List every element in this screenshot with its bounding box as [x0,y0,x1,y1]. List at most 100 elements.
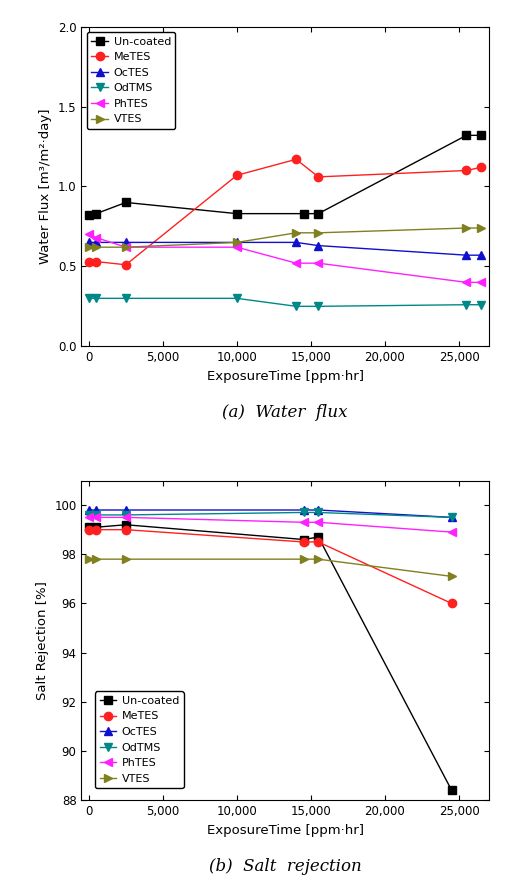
Line: VTES: VTES [84,224,486,252]
VTES [123,554,129,565]
OdTMS [86,509,92,520]
MeTES [315,537,321,548]
OdTMS [93,509,99,520]
MeTES [93,256,99,267]
VTES [315,228,321,238]
PhTES [93,232,99,243]
Line: MeTES: MeTES [84,156,486,269]
VTES [315,554,321,565]
OdTMS [315,507,321,517]
MeTES [448,598,455,609]
Legend: Un-coated, MeTES, OcTES, OdTMS, PhTES, VTES: Un-coated, MeTES, OcTES, OdTMS, PhTES, V… [95,692,184,789]
PhTES [123,512,129,523]
VTES [123,242,129,252]
OcTES [478,250,484,260]
X-axis label: ExposureTime [ppm·hr]: ExposureTime [ppm·hr] [207,370,363,382]
Un-coated [448,785,455,796]
OcTES [93,237,99,248]
OcTES [123,505,129,516]
X-axis label: ExposureTime [ppm·hr]: ExposureTime [ppm·hr] [207,823,363,837]
MeTES [123,525,129,535]
Text: (a)  Water  flux: (a) Water flux [222,404,348,420]
PhTES [234,242,240,252]
OdTMS [478,300,484,310]
VTES [463,222,469,233]
OdTMS [93,293,99,304]
OcTES [300,505,306,516]
VTES [448,571,455,581]
Line: OcTES: OcTES [84,238,486,260]
OdTMS [463,300,469,310]
Un-coated [234,208,240,219]
PhTES [448,527,455,538]
OdTMS [293,301,299,312]
Un-coated [478,130,484,140]
Un-coated [86,210,92,220]
VTES [300,554,306,565]
OdTMS [234,293,240,304]
Y-axis label: Salt Rejection [%]: Salt Rejection [%] [36,581,49,700]
OcTES [315,505,321,516]
MeTES [478,162,484,172]
Un-coated [123,519,129,530]
Line: OdTMS: OdTMS [84,294,486,310]
Text: (b)  Salt  rejection: (b) Salt rejection [209,858,361,875]
Line: PhTES: PhTES [84,513,456,536]
MeTES [300,537,306,548]
Y-axis label: Water Flux [m³/m²·day]: Water Flux [m³/m²·day] [39,108,52,264]
PhTES [93,512,99,523]
MeTES [234,170,240,180]
MeTES [93,525,99,535]
PhTES [293,258,299,268]
OdTMS [315,301,321,312]
VTES [234,237,240,248]
Un-coated [300,534,306,545]
VTES [93,554,99,565]
Un-coated [93,522,99,533]
OdTMS [86,293,92,304]
Un-coated [300,208,306,219]
OdTMS [448,512,455,523]
VTES [293,228,299,238]
OcTES [315,240,321,251]
OcTES [293,237,299,248]
PhTES [300,517,306,528]
VTES [86,242,92,252]
Line: PhTES: PhTES [84,230,486,286]
OcTES [86,237,92,248]
MeTES [123,260,129,270]
VTES [86,554,92,565]
MeTES [86,525,92,535]
OdTMS [123,293,129,304]
Line: Un-coated: Un-coated [84,521,456,795]
Un-coated [123,197,129,208]
PhTES [86,512,92,523]
Line: OdTMS: OdTMS [84,509,456,522]
PhTES [123,242,129,252]
Line: MeTES: MeTES [84,525,456,607]
VTES [478,222,484,233]
Line: Un-coated: Un-coated [84,132,486,220]
Un-coated [86,522,92,533]
OcTES [86,505,92,516]
OcTES [123,237,129,248]
Un-coated [315,208,321,219]
PhTES [315,258,321,268]
PhTES [478,277,484,288]
Line: OcTES: OcTES [84,506,456,522]
Legend: Un-coated, MeTES, OcTES, OdTMS, PhTES, VTES: Un-coated, MeTES, OcTES, OdTMS, PhTES, V… [87,32,176,129]
MeTES [293,154,299,164]
MeTES [86,256,92,267]
OdTMS [123,509,129,520]
OcTES [234,237,240,248]
PhTES [86,229,92,240]
Line: VTES: VTES [84,555,456,581]
Un-coated [93,208,99,219]
Un-coated [315,532,321,542]
VTES [93,242,99,252]
OcTES [463,250,469,260]
OdTMS [300,507,306,517]
OcTES [448,512,455,523]
PhTES [463,277,469,288]
MeTES [315,172,321,182]
